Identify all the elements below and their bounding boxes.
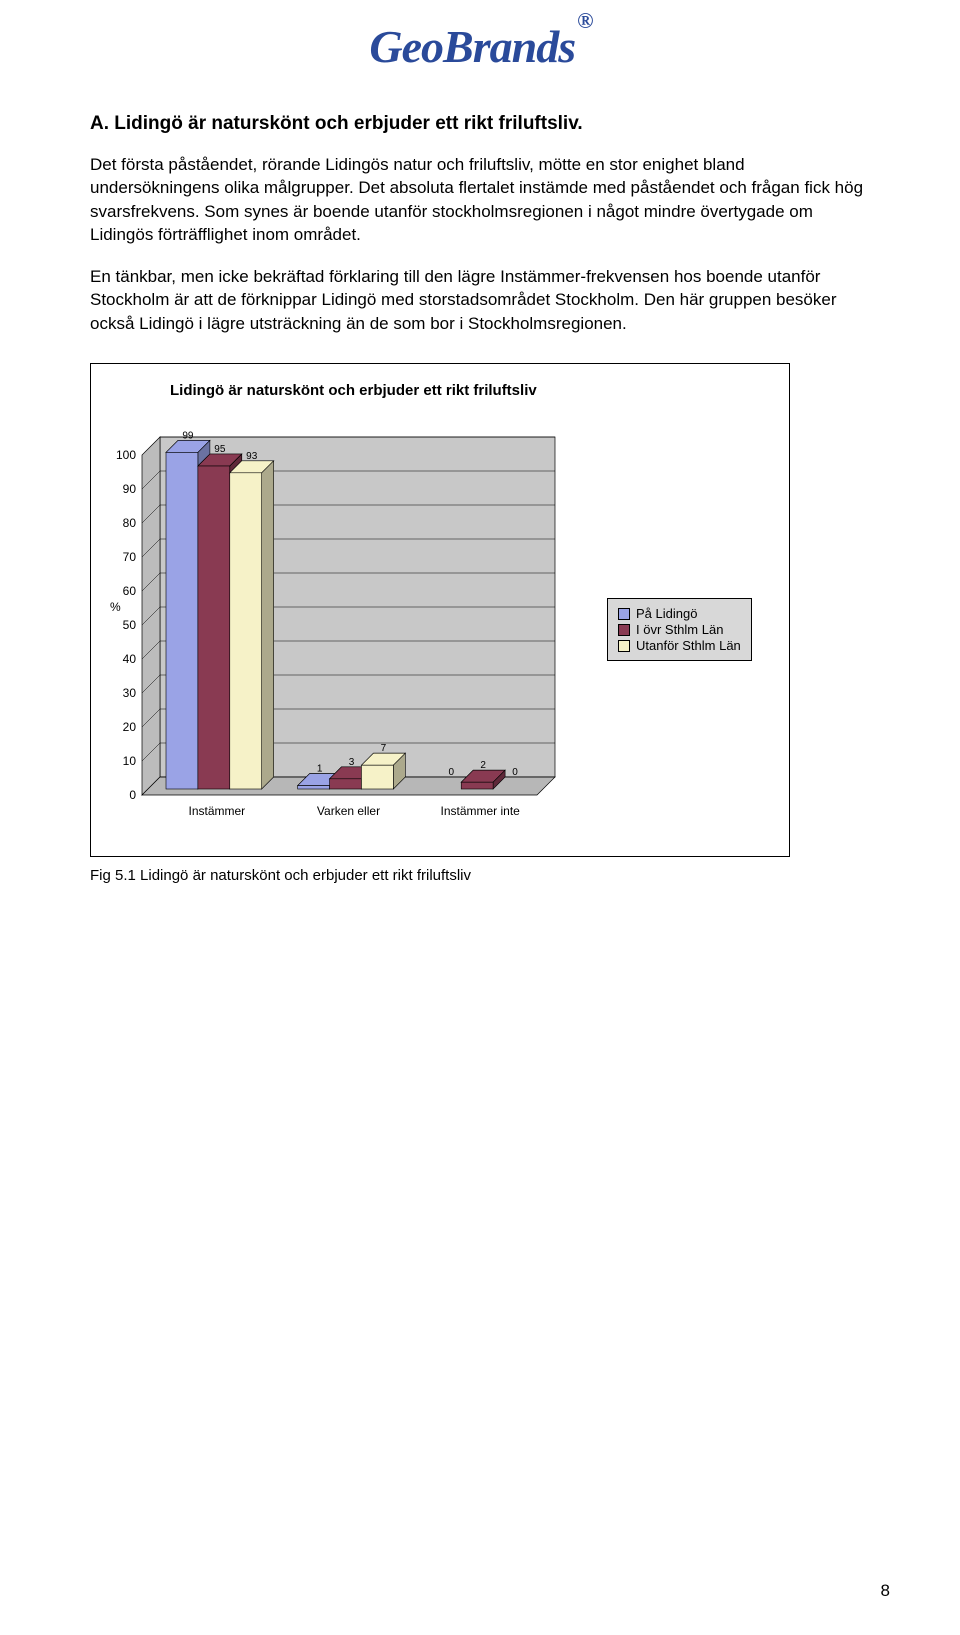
svg-text:0: 0 [512,767,518,778]
registered-icon: ® [577,8,592,33]
svg-text:3: 3 [349,757,355,768]
svg-text:70: 70 [123,550,137,564]
chart-container: Lidingö är naturskönt och erbjuder ett r… [90,363,790,857]
svg-text:80: 80 [123,516,137,530]
figure-caption: Fig 5.1 Lidingö är naturskönt och erbjud… [90,867,870,884]
chart-legend: På LidingöI övr Sthlm LänUtanför Sthlm L… [607,598,752,661]
svg-text:99: 99 [182,431,194,442]
legend-item: På Lidingö [618,606,741,621]
legend-swatch [618,608,630,620]
svg-text:95: 95 [214,444,226,455]
svg-text:93: 93 [246,451,258,462]
page: GeoBrands® A. Lidingö är naturskönt och … [0,0,960,1635]
logo-container: GeoBrands® [90,20,870,73]
svg-text:10: 10 [123,754,137,768]
svg-text:90: 90 [123,482,137,496]
svg-text:20: 20 [123,720,137,734]
legend-label: Utanför Sthlm Län [636,638,741,653]
paragraph-1: Det första påståendet, rörande Lidingös … [90,153,870,247]
legend-label: I övr Sthlm Län [636,622,723,637]
section-heading: A. Lidingö är naturskönt och erbjuder et… [90,113,870,135]
chart-row: 0102030405060708090100%999593Instämmer13… [105,417,775,842]
svg-text:Instämmer: Instämmer [188,804,245,818]
svg-text:Instämmer inte: Instämmer inte [440,804,520,818]
brand-logo-text: GeoBrands [369,21,575,72]
svg-text:0: 0 [448,767,454,778]
chart-title: Lidingö är naturskönt och erbjuder ett r… [170,382,775,399]
legend-label: På Lidingö [636,606,697,621]
paragraph-2: En tänkbar, men icke bekräftad förklarin… [90,265,870,335]
legend-item: Utanför Sthlm Län [618,638,741,653]
svg-text:1: 1 [317,764,323,775]
legend-swatch [618,624,630,636]
svg-text:30: 30 [123,686,137,700]
legend-item: I övr Sthlm Län [618,622,741,637]
legend-swatch [618,640,630,652]
svg-text:%: % [110,600,121,614]
brand-logo: GeoBrands® [369,20,590,73]
svg-text:40: 40 [123,652,137,666]
chart-plot: 0102030405060708090100%999593Instämmer13… [105,417,585,842]
svg-text:50: 50 [123,618,137,632]
svg-text:60: 60 [123,584,137,598]
bar-chart-svg: 0102030405060708090100%999593Instämmer13… [105,417,585,837]
svg-text:0: 0 [129,788,136,802]
svg-text:Varken eller: Varken eller [317,804,380,818]
svg-text:7: 7 [381,743,387,754]
page-number: 8 [881,1581,890,1601]
svg-text:100: 100 [116,448,136,462]
svg-text:2: 2 [480,760,486,771]
